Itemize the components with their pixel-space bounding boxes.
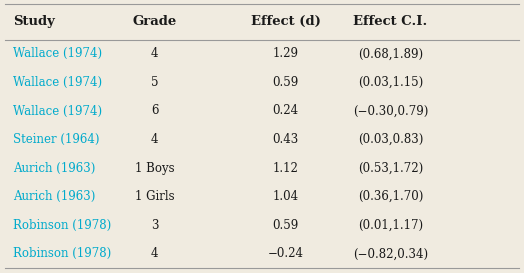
Text: (0.53,1.72): (0.53,1.72) bbox=[358, 162, 423, 175]
Text: 0.59: 0.59 bbox=[272, 219, 299, 232]
Text: (0.03,1.15): (0.03,1.15) bbox=[358, 76, 423, 89]
Text: Wallace (1974): Wallace (1974) bbox=[13, 48, 102, 60]
Text: Steiner (1964): Steiner (1964) bbox=[13, 133, 100, 146]
Text: 4: 4 bbox=[151, 247, 158, 260]
Text: (−0.30,0.79): (−0.30,0.79) bbox=[353, 105, 428, 117]
Text: Robinson (1978): Robinson (1978) bbox=[13, 219, 111, 232]
Text: 0.24: 0.24 bbox=[272, 105, 299, 117]
Text: 0.43: 0.43 bbox=[272, 133, 299, 146]
Text: 1.29: 1.29 bbox=[272, 48, 299, 60]
Text: 4: 4 bbox=[151, 133, 158, 146]
Text: 1.04: 1.04 bbox=[272, 190, 299, 203]
Text: Aurich (1963): Aurich (1963) bbox=[13, 162, 95, 175]
Text: Aurich (1963): Aurich (1963) bbox=[13, 190, 95, 203]
Text: Wallace (1974): Wallace (1974) bbox=[13, 105, 102, 117]
Text: Effect C.I.: Effect C.I. bbox=[353, 15, 428, 28]
Text: 0.59: 0.59 bbox=[272, 76, 299, 89]
Text: (0.36,1.70): (0.36,1.70) bbox=[358, 190, 423, 203]
Text: 6: 6 bbox=[151, 105, 158, 117]
Text: (−0.82,0.34): (−0.82,0.34) bbox=[353, 247, 428, 260]
Text: (0.01,1.17): (0.01,1.17) bbox=[358, 219, 423, 232]
Text: Wallace (1974): Wallace (1974) bbox=[13, 76, 102, 89]
Text: 1 Girls: 1 Girls bbox=[135, 190, 174, 203]
Text: (0.03,0.83): (0.03,0.83) bbox=[358, 133, 423, 146]
Text: 1.12: 1.12 bbox=[272, 162, 299, 175]
Text: 1 Boys: 1 Boys bbox=[135, 162, 174, 175]
Text: Effect (d): Effect (d) bbox=[250, 15, 321, 28]
Text: −0.24: −0.24 bbox=[268, 247, 303, 260]
Text: Grade: Grade bbox=[133, 15, 177, 28]
Text: 5: 5 bbox=[151, 76, 158, 89]
Text: 3: 3 bbox=[151, 219, 158, 232]
Text: Study: Study bbox=[13, 15, 55, 28]
Text: 4: 4 bbox=[151, 48, 158, 60]
Text: (0.68,1.89): (0.68,1.89) bbox=[358, 48, 423, 60]
Text: Robinson (1978): Robinson (1978) bbox=[13, 247, 111, 260]
